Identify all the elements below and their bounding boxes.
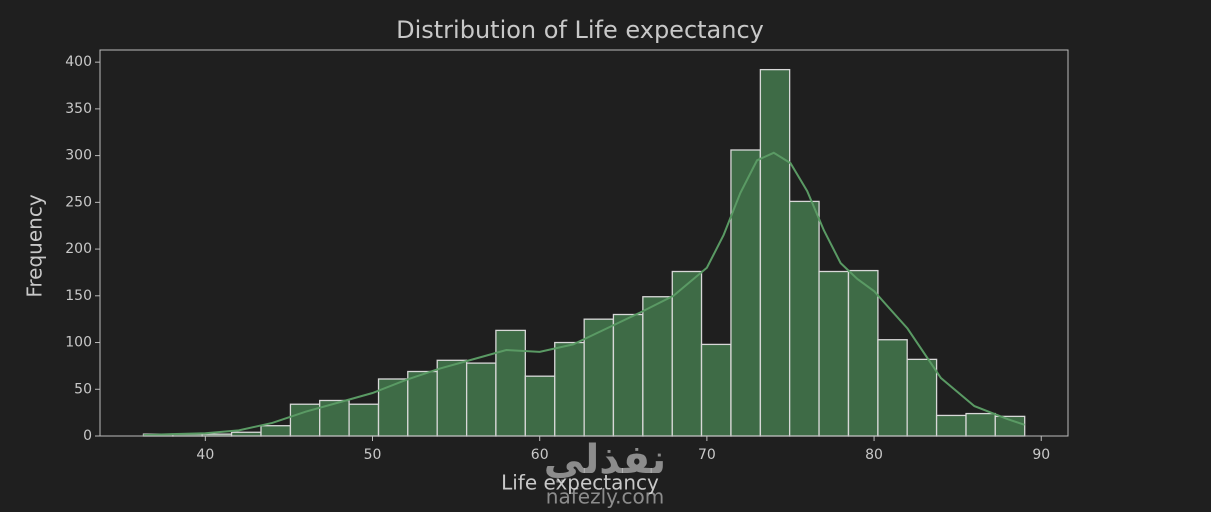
bar (788, 200, 820, 437)
y-tick-label: 150 (65, 288, 92, 304)
bar (818, 270, 850, 437)
x-tick-label: 70 (698, 447, 716, 463)
kde-line (143, 151, 1025, 437)
chart-title: Distribution of Life expectancy (396, 16, 764, 44)
bar (260, 425, 292, 437)
y-tick-label: 100 (65, 335, 92, 351)
y-tick-label: 0 (83, 428, 92, 444)
bar (847, 269, 879, 437)
bar (554, 341, 585, 437)
y-tick-label: 250 (65, 194, 92, 210)
bar (436, 359, 468, 437)
bar (935, 414, 967, 437)
bar (965, 412, 996, 437)
y-tick-label: 200 (65, 241, 92, 257)
bar (230, 431, 262, 437)
bar (495, 329, 526, 437)
bar (583, 318, 615, 437)
y-tick-label: 400 (65, 54, 92, 70)
x-tick-label: 80 (865, 447, 883, 463)
bar (612, 313, 644, 437)
bar (348, 403, 380, 437)
x-tick-label: 90 (1032, 447, 1050, 463)
y-axis-label: Frequency (23, 194, 47, 297)
bar (759, 68, 791, 437)
bar (377, 378, 409, 437)
bar (906, 358, 938, 437)
y-tick-label: 300 (65, 148, 92, 164)
bar (524, 375, 556, 437)
bar (730, 149, 762, 437)
bar (642, 296, 673, 437)
bar (407, 370, 438, 437)
y-tick-label: 350 (65, 101, 92, 117)
x-axis-label: Life expectancy (501, 471, 659, 495)
x-tick-label: 40 (196, 447, 214, 463)
bar (700, 343, 732, 437)
bar (877, 339, 908, 437)
watermark: nafezly.com (546, 485, 664, 509)
plot-frame (99, 49, 1069, 437)
x-tick-label: 50 (364, 447, 382, 463)
bar (465, 362, 497, 437)
y-tick-label: 50 (74, 381, 92, 397)
x-tick-label: 60 (531, 447, 549, 463)
bar (671, 270, 703, 437)
watermark: نفذلي (544, 437, 666, 483)
